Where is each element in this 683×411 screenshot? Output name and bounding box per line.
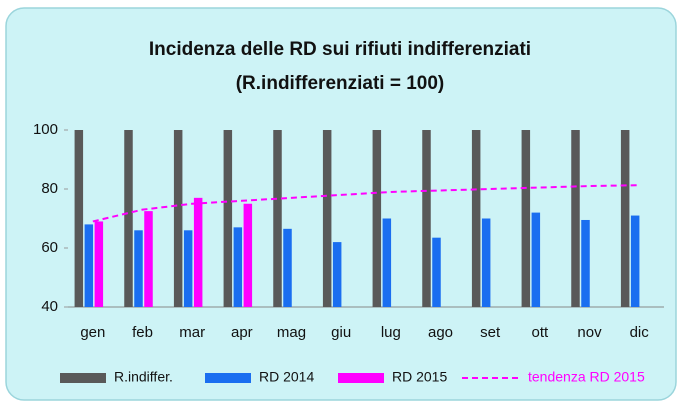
x-tick-label: mag	[277, 324, 306, 341]
bar	[531, 212, 541, 307]
bar	[173, 130, 183, 307]
bar	[144, 211, 153, 307]
bar	[94, 221, 104, 307]
bar	[124, 130, 133, 307]
bar	[382, 218, 392, 307]
x-tick-label: set	[480, 324, 501, 341]
legend-label: R.indiffer.	[114, 369, 173, 385]
legend-label: tendenza RD 2015	[528, 369, 645, 385]
bar	[422, 130, 431, 307]
bar	[332, 242, 342, 307]
x-tick-label: lug	[381, 324, 401, 341]
legend-swatch	[60, 373, 106, 383]
bar	[581, 219, 590, 307]
bar	[630, 215, 640, 307]
bar	[193, 197, 203, 307]
x-tick-label: mar	[179, 324, 205, 341]
bar	[620, 130, 630, 307]
bar	[322, 130, 332, 307]
bar	[481, 218, 491, 307]
x-tick-label: ott	[531, 324, 549, 341]
y-tick-label: 40	[41, 298, 58, 315]
x-tick-label: ago	[428, 324, 453, 341]
y-tick-label: 60	[41, 239, 58, 256]
bar	[183, 230, 193, 307]
y-tick-label: 100	[33, 121, 58, 138]
x-tick-label: gen	[80, 324, 105, 341]
bar	[372, 130, 382, 307]
bar	[471, 130, 481, 307]
bar	[84, 224, 94, 307]
legend-swatch	[205, 373, 251, 383]
bar	[273, 130, 282, 307]
bar	[283, 228, 292, 307]
chart-title: Incidenza delle RD sui rifiuti indiffere…	[149, 39, 531, 60]
bar	[134, 230, 143, 307]
bar	[74, 130, 84, 307]
trend-line	[92, 184, 640, 223]
y-tick-label: 80	[41, 180, 58, 197]
x-tick-label: giu	[331, 324, 351, 341]
bar	[243, 203, 253, 307]
legend-label: RD 2014	[259, 369, 314, 385]
legend-label: RD 2015	[392, 369, 447, 385]
bar	[233, 227, 243, 307]
x-tick-label: nov	[577, 324, 602, 341]
bar	[432, 237, 441, 307]
panel	[5, 7, 677, 401]
chart-subtitle: (R.indifferenziati = 100)	[236, 73, 445, 94]
x-tick-label: apr	[231, 324, 253, 341]
legend-swatch	[338, 373, 384, 383]
bar	[571, 130, 580, 307]
x-tick-label: feb	[132, 324, 153, 341]
x-tick-label: dic	[630, 324, 650, 341]
bar	[521, 130, 531, 307]
bar	[223, 130, 233, 307]
